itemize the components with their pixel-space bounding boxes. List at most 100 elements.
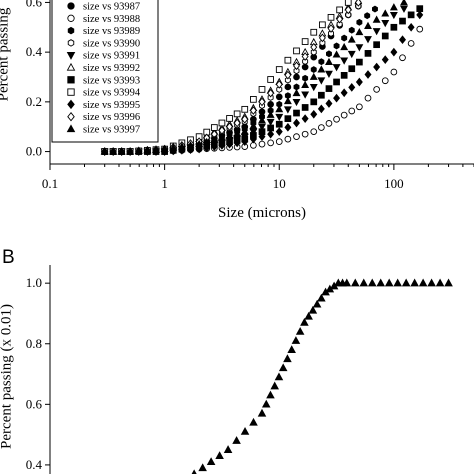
data-point xyxy=(169,143,178,151)
data-point xyxy=(333,115,340,123)
data-point xyxy=(381,20,390,28)
data-point xyxy=(267,94,274,101)
data-point xyxy=(344,5,352,15)
data-point xyxy=(258,140,266,148)
data-point xyxy=(354,0,362,7)
data-point xyxy=(284,56,292,64)
data-point xyxy=(292,88,301,97)
legend-marker xyxy=(67,88,75,96)
data-point xyxy=(284,83,292,91)
data-point xyxy=(275,127,283,137)
data-point xyxy=(348,26,355,34)
legend-marker xyxy=(66,62,76,71)
data-point xyxy=(355,27,364,36)
data-point xyxy=(266,110,275,118)
data-point xyxy=(364,21,372,29)
data-point xyxy=(355,77,363,87)
data-point xyxy=(373,41,380,49)
data-point xyxy=(300,317,309,326)
legend-entry-label: size vs 93991 xyxy=(83,51,140,62)
data-point xyxy=(241,114,249,124)
data-point xyxy=(373,86,380,93)
data-point xyxy=(210,135,219,143)
data-point xyxy=(284,122,292,132)
panel-a-x-axis-label: Size (microns) xyxy=(218,205,306,221)
data-point xyxy=(152,145,160,153)
data-point xyxy=(372,28,381,36)
panel-a-y-tick-label: 0.2 xyxy=(26,94,42,109)
data-point xyxy=(226,122,234,132)
panel-a-y-tick-label: 0.6 xyxy=(26,0,43,9)
legend-entry-label: size vs 93987 xyxy=(83,2,140,13)
legend-marker xyxy=(67,76,75,84)
legend-entry-label: size vs 93994 xyxy=(83,88,141,99)
data-point xyxy=(407,40,415,47)
data-point xyxy=(340,42,349,51)
data-point xyxy=(302,74,309,82)
data-point xyxy=(100,147,109,155)
data-point xyxy=(309,72,318,80)
data-point xyxy=(328,30,334,37)
data-point xyxy=(348,83,356,92)
data-point xyxy=(301,91,310,99)
data-point xyxy=(275,113,284,122)
data-point xyxy=(444,278,453,287)
data-point xyxy=(317,65,326,73)
data-point xyxy=(364,12,371,20)
data-point xyxy=(325,70,333,78)
data-point xyxy=(215,451,224,459)
data-point xyxy=(267,76,274,83)
data-point xyxy=(372,15,381,23)
data-point xyxy=(348,65,356,73)
data-point xyxy=(416,10,424,20)
data-point xyxy=(340,111,348,119)
panel-a-x-tick-label: 0.1 xyxy=(42,176,58,191)
data-point xyxy=(318,91,325,99)
data-point xyxy=(292,98,301,107)
data-point xyxy=(381,32,389,40)
data-point xyxy=(301,38,309,45)
legend-entry-label: size vs 93989 xyxy=(83,26,140,37)
data-point xyxy=(275,93,283,101)
data-point xyxy=(372,5,378,13)
data-point xyxy=(293,118,300,128)
chart-panel-b: 0.4 0.6 0.8 1.0 xyxy=(26,265,453,474)
data-point xyxy=(225,131,234,139)
legend-entry-label: size vs 93988 xyxy=(83,14,140,25)
data-point xyxy=(318,124,325,131)
data-point xyxy=(293,109,300,117)
data-point xyxy=(340,88,348,98)
data-point xyxy=(356,18,363,26)
data-point xyxy=(291,336,301,344)
data-point xyxy=(258,86,266,93)
data-point xyxy=(186,141,195,149)
data-point xyxy=(341,34,348,42)
legend-marker xyxy=(67,2,75,10)
panel-a-x-tick-label: 10 xyxy=(273,176,286,191)
legend-marker xyxy=(67,99,75,110)
panel-a-x-tick-label: 1 xyxy=(161,176,168,191)
data-point xyxy=(284,76,291,84)
legend-marker xyxy=(66,52,76,60)
data-point xyxy=(381,9,390,17)
data-point xyxy=(217,133,226,141)
data-point xyxy=(267,129,275,139)
data-point xyxy=(310,109,318,119)
data-point xyxy=(223,445,233,453)
series-size-vs-93997 xyxy=(100,0,408,155)
data-point xyxy=(364,94,372,102)
data-point xyxy=(301,130,309,138)
data-point xyxy=(257,408,267,417)
data-point xyxy=(302,58,309,65)
data-point xyxy=(359,278,369,287)
legend-entry-label: size vs 93995 xyxy=(83,100,140,111)
data-point xyxy=(407,22,415,32)
data-point xyxy=(266,390,275,399)
data-point xyxy=(347,50,356,59)
data-point xyxy=(356,103,363,111)
data-point xyxy=(195,139,204,148)
data-point xyxy=(367,278,377,287)
data-point xyxy=(376,278,386,287)
legend-marker xyxy=(67,14,75,22)
data-point xyxy=(210,142,218,151)
